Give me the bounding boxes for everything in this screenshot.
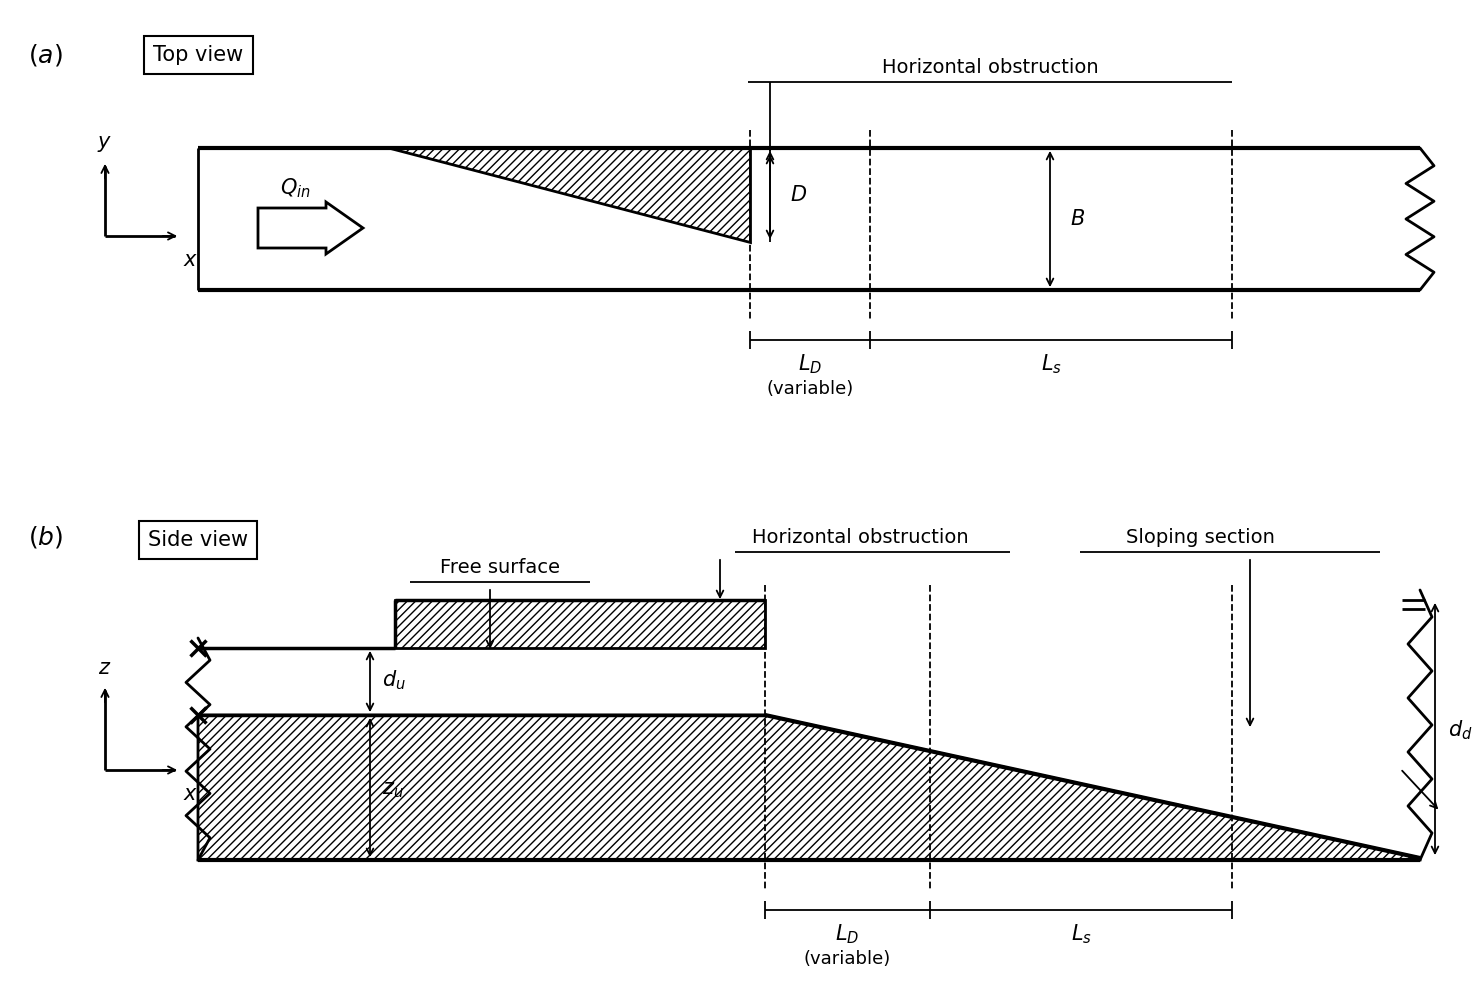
Text: $(b)$: $(b)$: [28, 524, 64, 550]
Text: (variable): (variable): [804, 950, 891, 968]
Text: $(a)$: $(a)$: [28, 42, 62, 68]
Text: $D$: $D$: [791, 185, 807, 205]
Polygon shape: [259, 202, 364, 254]
Text: $Q_{in}$: $Q_{in}$: [279, 177, 310, 200]
Text: $L_s$: $L_s$: [1070, 922, 1091, 945]
Polygon shape: [395, 600, 766, 648]
Text: $y$: $y$: [98, 134, 112, 154]
Text: $B$: $B$: [1070, 209, 1085, 229]
Text: (variable): (variable): [767, 380, 854, 398]
Text: Top view: Top view: [152, 45, 242, 65]
Text: Horizontal obstruction: Horizontal obstruction: [882, 58, 1098, 77]
Text: $x$: $x$: [183, 250, 198, 270]
Text: $x$: $x$: [183, 784, 198, 804]
Text: $z$: $z$: [99, 658, 112, 678]
Polygon shape: [198, 715, 1420, 860]
Text: $L_D$: $L_D$: [835, 922, 860, 945]
Text: Side view: Side view: [148, 530, 248, 550]
Text: $d_u$: $d_u$: [381, 669, 406, 691]
Text: Sloping section: Sloping section: [1126, 528, 1274, 547]
Text: Horizontal obstruction: Horizontal obstruction: [752, 528, 968, 547]
Text: $z_u$: $z_u$: [381, 780, 403, 800]
Text: $d_d$: $d_d$: [1448, 718, 1472, 742]
Text: $L_D$: $L_D$: [798, 352, 822, 376]
Text: $L_s$: $L_s$: [1041, 352, 1061, 376]
Text: Free surface: Free surface: [440, 558, 560, 577]
Polygon shape: [390, 148, 749, 242]
